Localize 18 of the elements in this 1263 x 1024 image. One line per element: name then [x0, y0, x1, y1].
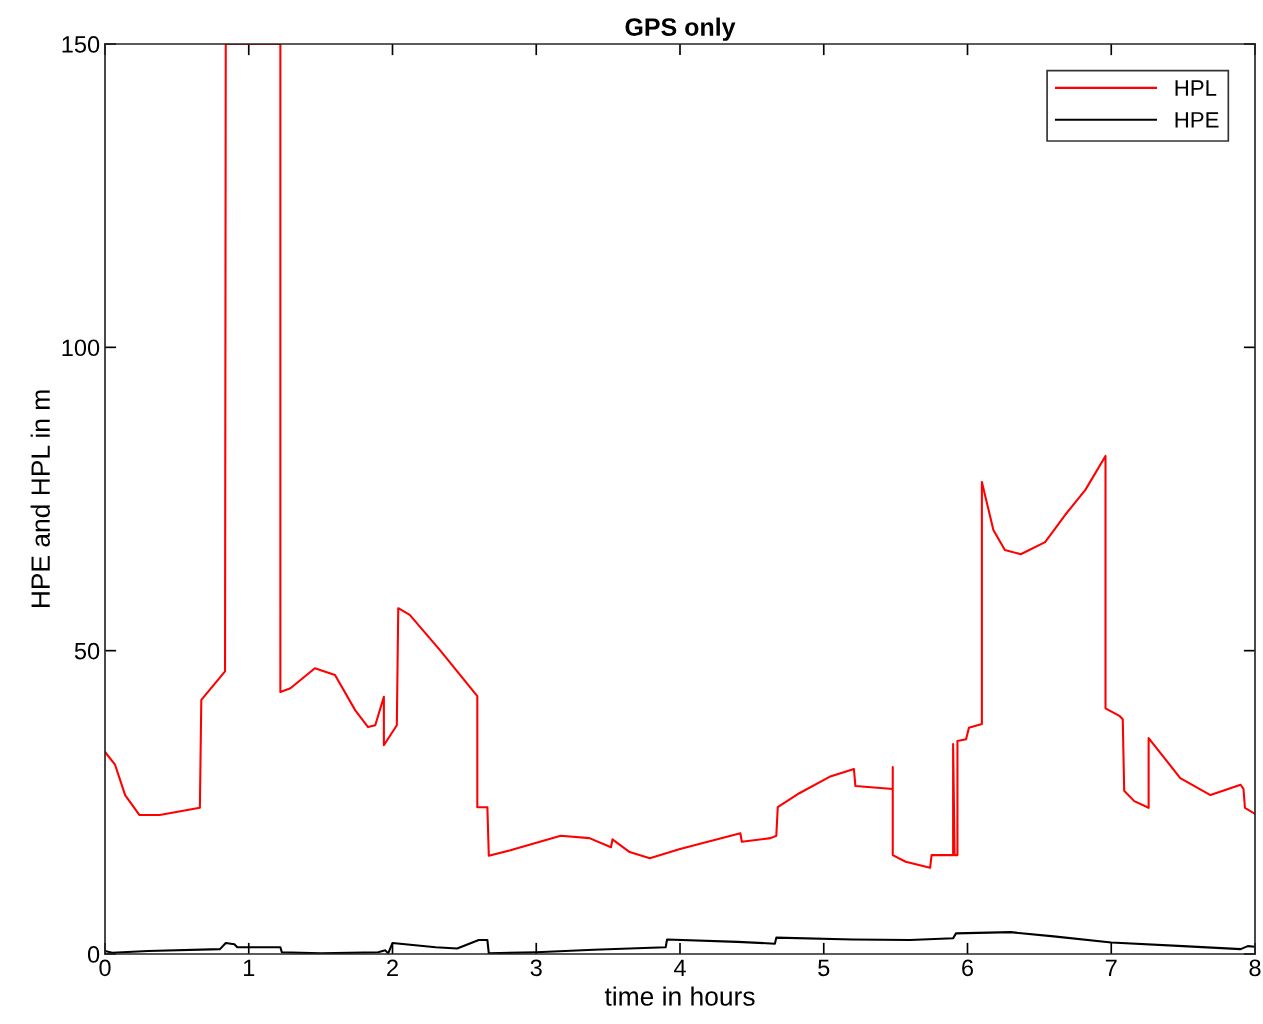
chart-title: GPS only	[625, 17, 736, 41]
x-tick-label: 6	[962, 959, 974, 977]
x-tick-label: 5	[818, 959, 830, 977]
x-tick-label: 7	[1105, 959, 1117, 976]
x-tick-label: 8	[1249, 959, 1261, 977]
y-tick-label: 100	[62, 339, 100, 357]
x-tick-label: 1	[243, 959, 255, 976]
y-tick-label: 150	[62, 36, 100, 53]
x-tick-label: 0	[99, 959, 111, 977]
y-axis-title: HPE and HPL in m	[30, 390, 50, 608]
legend-label: HPL	[1175, 80, 1217, 96]
x-tick-label: 3	[530, 959, 542, 977]
x-axis-title: time in hours	[604, 986, 755, 1006]
x-tick-label: 4	[673, 959, 686, 976]
y-tick-label: 50	[74, 642, 100, 660]
x-tick-label: 2	[387, 959, 398, 976]
legend-label: HPE	[1175, 112, 1219, 128]
y-tick-label: 0	[87, 946, 100, 963]
